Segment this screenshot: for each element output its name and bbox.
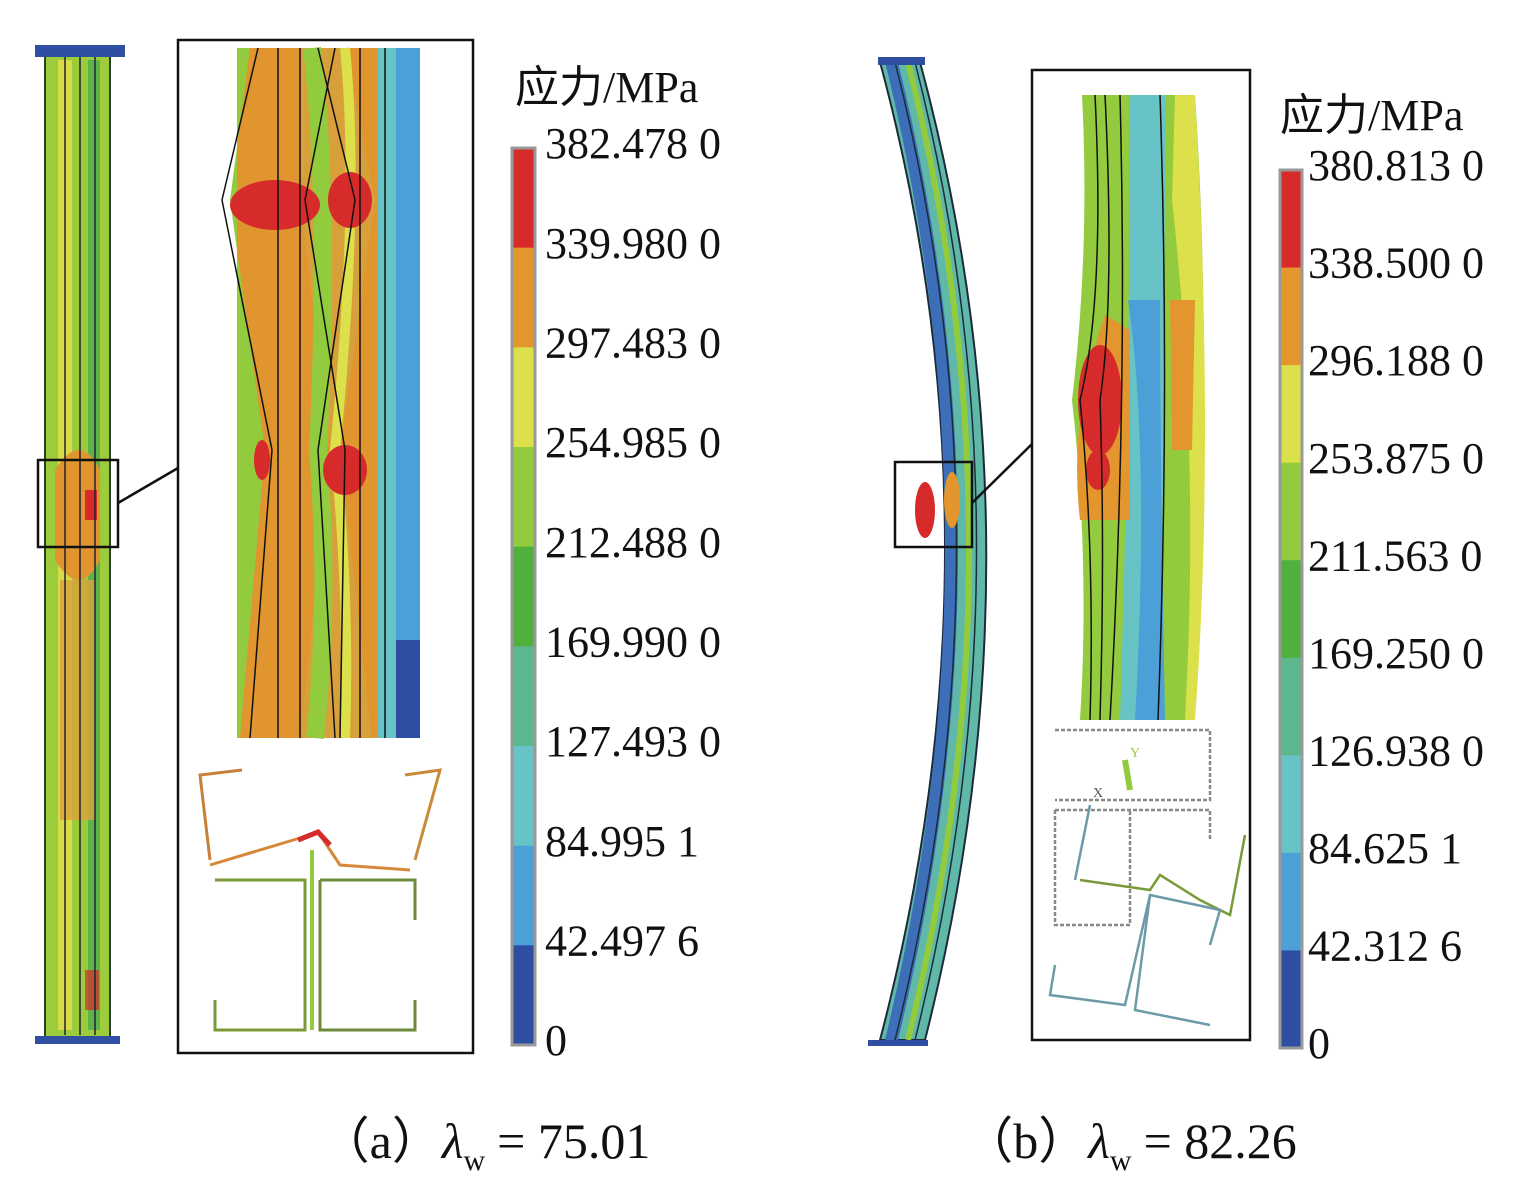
colorbar-band (1280, 267, 1302, 366)
colorbar-band (512, 347, 535, 448)
caption: （a）λw = 75.01 (320, 1113, 651, 1177)
triad-label: X (1093, 786, 1103, 801)
colorbar-frame (1278, 168, 1304, 1050)
colorbar-band (1280, 950, 1302, 1049)
colorbar-label: 339.980 0 (545, 219, 721, 268)
colorbar-label: 380.813 0 (1308, 141, 1484, 190)
colorbar-band (1280, 560, 1302, 659)
legend-title: 应力/MPa (515, 63, 698, 112)
caption-label: （a） (320, 1113, 442, 1169)
colorbar-label: 0 (1308, 1019, 1330, 1068)
colorbar-label: 42.497 6 (545, 916, 699, 965)
colorbar-label: 126.938 0 (1308, 726, 1484, 775)
colorbar-band (1280, 462, 1302, 561)
zoom-a (176, 38, 475, 1055)
colorbar-band (1280, 365, 1302, 464)
caption-label: （b） (963, 1113, 1088, 1169)
colorbar-band (1280, 170, 1302, 269)
colorbar-band (512, 646, 535, 747)
colorbar-label: 84.995 1 (545, 817, 699, 866)
caption-subscript: w (463, 1144, 485, 1177)
colorbar-band (512, 247, 535, 348)
caption-symbol: λ (1086, 1113, 1110, 1169)
caption-value: = 82.26 (1144, 1113, 1297, 1169)
caption-symbol: λ (440, 1113, 464, 1169)
colorbar-band (512, 447, 535, 548)
colorbar-frame (510, 146, 537, 1047)
colorbar-label: 0 (545, 1016, 567, 1065)
legend-title: 应力/MPa (1280, 91, 1463, 140)
colorbar-band (1280, 755, 1302, 854)
column-b (868, 57, 1033, 1046)
caption-subscript: w (1110, 1144, 1132, 1177)
colorbar-label: 211.563 0 (1308, 531, 1482, 580)
colorbar-label: 296.188 0 (1308, 336, 1484, 385)
colorbar-label: 169.250 0 (1308, 629, 1484, 678)
colorbar-band (512, 546, 535, 647)
colorbar-label: 212.488 0 (545, 518, 721, 567)
colorbar-band (512, 845, 535, 946)
colorbar-label: 169.990 0 (545, 617, 721, 666)
zoom-b (1030, 68, 1252, 1042)
colorbar-label: 42.312 6 (1308, 922, 1462, 971)
colorbar-label: 127.493 0 (545, 717, 721, 766)
colorbar-band (1280, 657, 1302, 756)
colorbar-label: 253.875 0 (1308, 434, 1484, 483)
colorbar-label: 382.478 0 (545, 119, 721, 168)
colorbar-band (512, 945, 535, 1046)
colorbar-label: 338.500 0 (1308, 239, 1484, 288)
caption: （b）λw = 82.26 (963, 1113, 1297, 1177)
column-a (35, 45, 179, 1044)
colorbar-label: 84.625 1 (1308, 824, 1462, 873)
colorbar-band (512, 746, 535, 847)
triad-label: Y (1130, 746, 1140, 761)
colorbar-label: 297.483 0 (545, 318, 721, 367)
colorbar-band (512, 148, 535, 249)
colorbar-label: 254.985 0 (545, 418, 721, 467)
colorbar-band (1280, 852, 1302, 951)
legend: 应力/MPa 382.478 0 339.980 0 297.483 0 254.985… (510, 63, 721, 1065)
caption-value: = 75.01 (497, 1113, 650, 1169)
